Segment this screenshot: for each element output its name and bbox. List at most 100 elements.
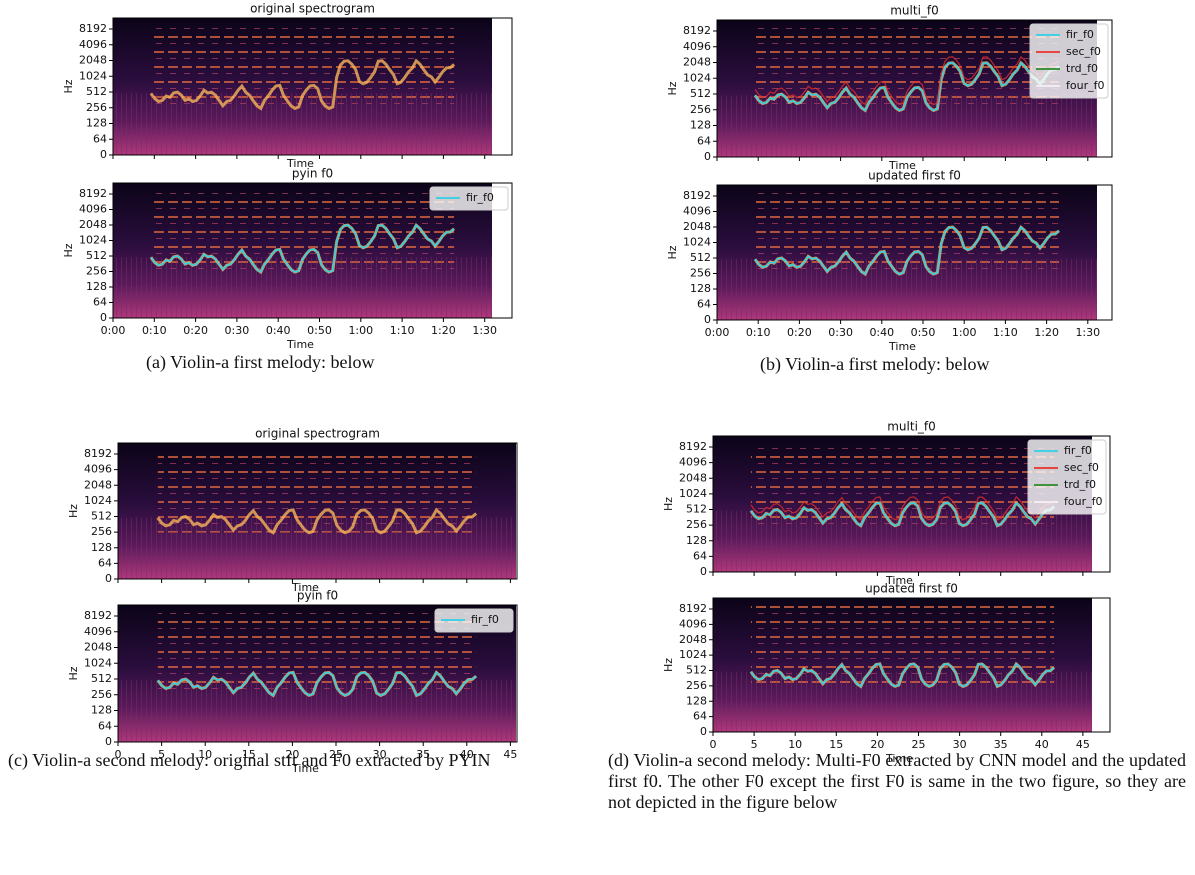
x-axis-label: Time (291, 581, 319, 594)
x-axis-label: Time (286, 157, 314, 170)
y-axis-label: Hz (67, 504, 80, 518)
y-tick-label: 8192 (79, 22, 107, 35)
y-tick-label: 1024 (679, 648, 707, 661)
x-tick-label: 0:50 (307, 324, 332, 337)
legend-label: fir_f0 (1064, 444, 1092, 457)
y-tick-label: 0 (704, 150, 711, 163)
y-tick-label: 4096 (79, 38, 107, 51)
spectrogram-noise (713, 510, 1092, 572)
x-tick-label: 30 (373, 748, 387, 761)
melody-band (156, 507, 478, 535)
x-tick-label: 5 (158, 748, 165, 761)
spectrogram-noise (713, 671, 1092, 732)
spectrogram-noise (717, 259, 1097, 320)
y-tick-label: 512 (686, 503, 707, 516)
x-tick-label: 0:50 (911, 326, 936, 339)
plot-title: original spectrogram (250, 2, 375, 16)
plot-title: pyin f0 (292, 167, 333, 181)
x-tick-label: 1:10 (390, 324, 415, 337)
y-tick-label: 2048 (679, 471, 707, 484)
x-tick-label: 10 (198, 748, 212, 761)
axes-frame (712, 597, 1111, 733)
axes-frame (112, 17, 513, 156)
x-tick-label: 0:00 (705, 326, 730, 339)
spectrogram-noise (113, 257, 492, 318)
y-tick-label: 1024 (683, 236, 711, 249)
y-tick-label: 2048 (683, 56, 711, 69)
legend-label: sec_f0 (1064, 461, 1099, 474)
x-tick-label: 0:40 (869, 326, 894, 339)
y-tick-label: 128 (690, 119, 711, 132)
x-axis-label: Time (888, 159, 916, 172)
legend-label: trd_f0 (1066, 62, 1098, 75)
legend-box (429, 186, 509, 211)
y-axis-label: Hz (662, 658, 675, 672)
x-tick-label: 0:30 (225, 324, 250, 337)
x-axis-label: Time (888, 340, 916, 353)
y-tick-label: 8192 (79, 187, 107, 200)
y-tick-label: 1024 (84, 494, 112, 507)
y-tick-label: 0 (105, 572, 112, 585)
x-tick-label: 20 (870, 738, 884, 751)
plot-title: pyin f0 (297, 589, 338, 603)
y-tick-label: 128 (690, 282, 711, 295)
y-tick-label: 64 (693, 710, 707, 723)
legend-label: fir_f0 (1066, 28, 1094, 41)
y-tick-label: 0 (100, 311, 107, 324)
x-tick-label: 20 (285, 748, 299, 761)
legend-label: fir_f0 (466, 191, 494, 204)
y-tick-label: 64 (693, 549, 707, 562)
y-tick-label: 512 (690, 87, 711, 100)
axes-frame (716, 184, 1113, 321)
y-tick-label: 1024 (683, 71, 711, 84)
y-tick-label: 2048 (79, 218, 107, 231)
axes-frame (712, 435, 1111, 573)
y-tick-label: 256 (690, 267, 711, 280)
y-tick-label: 2048 (84, 478, 112, 491)
y-tick-label: 0 (100, 148, 107, 161)
x-tick-label: 45 (503, 748, 517, 761)
y-tick-label: 256 (86, 265, 107, 278)
y-tick-label: 4096 (683, 40, 711, 53)
x-tick-label: 0:30 (828, 326, 853, 339)
y-tick-label: 8192 (683, 189, 711, 202)
y-tick-label: 128 (86, 280, 107, 293)
y-tick-label: 128 (86, 117, 107, 130)
y-tick-label: 8192 (679, 440, 707, 453)
y-tick-label: 512 (91, 672, 112, 685)
spectrogram-noise (113, 93, 492, 155)
y-tick-label: 1024 (679, 487, 707, 500)
y-axis-label: Hz (62, 243, 75, 257)
f0-trace (157, 671, 477, 697)
x-tick-label: 30 (953, 738, 967, 751)
legend-box (1027, 439, 1107, 515)
y-tick-label: 64 (98, 719, 112, 732)
y-tick-label: 256 (686, 679, 707, 692)
y-tick-label: 0 (704, 313, 711, 326)
y-tick-label: 128 (91, 541, 112, 554)
caption: (b) Violin-a first melody: below (760, 354, 990, 374)
x-tick-label: 0 (710, 738, 717, 751)
legend-label: four_f0 (1066, 79, 1104, 92)
legend-box (434, 608, 514, 633)
y-tick-label: 2048 (79, 54, 107, 67)
y-tick-label: 1024 (79, 69, 107, 82)
x-tick-label: 0:20 (787, 326, 812, 339)
f0-trace-sec (754, 55, 1060, 106)
y-tick-label: 2048 (679, 633, 707, 646)
y-tick-label: 1024 (79, 234, 107, 247)
y-tick-label: 256 (91, 525, 112, 538)
x-tick-label: 1:30 (472, 324, 497, 337)
y-tick-label: 8192 (84, 447, 112, 460)
caption: (a) Violin-a first melody: below (146, 352, 375, 372)
x-tick-label: 1:00 (348, 324, 373, 337)
y-tick-label: 0 (700, 725, 707, 738)
axes-frame (117, 442, 518, 580)
x-tick-label: 5 (751, 738, 758, 751)
y-tick-label: 4096 (679, 617, 707, 630)
x-tick-label: 35 (416, 748, 430, 761)
x-tick-label: 1:30 (1075, 326, 1100, 339)
x-tick-label: 15 (829, 738, 843, 751)
y-tick-label: 128 (686, 534, 707, 547)
